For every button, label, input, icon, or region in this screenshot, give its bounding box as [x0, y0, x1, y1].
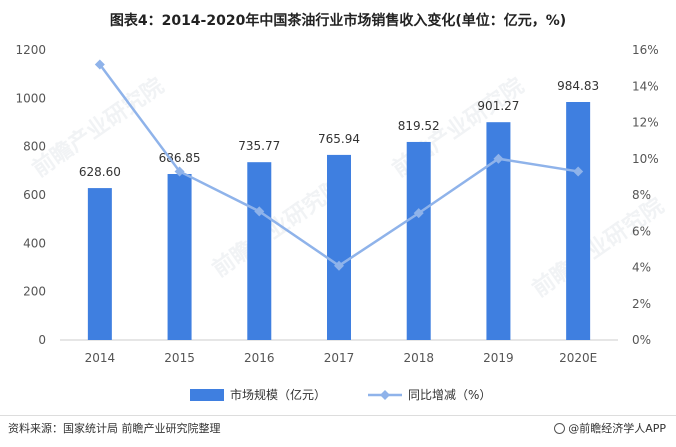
growth-point: [174, 166, 185, 177]
left-tick-label: 600: [23, 188, 46, 202]
bar-data-label: 735.77: [238, 139, 280, 153]
right-tick-label: 2%: [632, 297, 651, 311]
bar-data-label: 628.60: [79, 165, 121, 179]
growth-point: [493, 153, 504, 164]
left-tick-label: 200: [23, 285, 46, 299]
legend: 市场规模（亿元） 同比增减（%）: [190, 387, 491, 402]
right-tick-label: 8%: [632, 188, 651, 202]
left-tick-label: 1000: [15, 91, 46, 105]
bar-data-label: 901.27: [477, 99, 519, 113]
left-tick-label: 1200: [15, 43, 46, 57]
left-tick-label: 400: [23, 236, 46, 250]
growth-point: [94, 59, 105, 70]
bar-2018: [406, 141, 431, 340]
bar-2020E: [566, 101, 591, 340]
x-tick-label: 2017: [324, 351, 355, 365]
bar-2015: [167, 174, 192, 340]
right-tick-label: 6%: [632, 224, 651, 238]
right-tick-label: 4%: [632, 261, 651, 275]
bar-2016: [247, 162, 272, 340]
bar-data-label: 819.52: [398, 119, 440, 133]
right-tick-label: 0%: [632, 333, 651, 347]
x-tick-label: 2016: [244, 351, 275, 365]
growth-point: [573, 166, 584, 177]
right-tick-label: 14%: [632, 79, 659, 93]
left-tick-label: 800: [23, 140, 46, 154]
legend-bar-swatch: [190, 389, 224, 401]
growth-point: [254, 206, 265, 217]
bar-2017: [327, 154, 351, 340]
x-tick-label: 2015: [164, 351, 195, 365]
brand-credit: @前瞻经济学人APP: [554, 420, 666, 436]
bar-data-label: 686.85: [159, 151, 201, 165]
x-axis-ticks: 2014 2015 2016 2017 2018 2019 2020E: [85, 351, 598, 365]
right-tick-label: 12%: [632, 116, 659, 130]
bar-2014: [87, 188, 112, 340]
x-tick-label: 2018: [403, 351, 434, 365]
chart-title: 图表4：2014-2020年中国茶油行业市场销售收入变化(单位：亿元，%): [109, 13, 567, 29]
right-axis-ticks: 0% 2% 4% 6% 8% 10% 12% 14% 16%: [632, 43, 659, 347]
line-series: [94, 59, 584, 271]
legend-line-label: 同比增减（%）: [408, 388, 491, 402]
x-tick-label: 2019: [483, 351, 514, 365]
x-tick-label: 2014: [85, 351, 116, 365]
right-tick-label: 10%: [632, 152, 659, 166]
bar-data-label: 984.83: [557, 79, 599, 93]
right-tick-label: 16%: [632, 43, 659, 57]
bar-data-labels: 628.60 686.85 735.77 765.94 819.52 901.27 984.…: [79, 79, 599, 179]
brand-text: @前瞻经济学人APP: [568, 422, 666, 435]
growth-point: [334, 260, 344, 271]
x-tick-label: 2020E: [559, 351, 597, 365]
left-axis-ticks: 0 200 400 600 800 1000 1200: [15, 43, 46, 347]
legend-bar-label: 市场规模（亿元）: [230, 387, 326, 402]
source-note: 资料来源：国家统计局 前瞻产业研究院整理: [8, 422, 221, 435]
brand-logo-icon: [554, 423, 566, 434]
bar-data-label: 765.94: [318, 132, 360, 146]
growth-point: [413, 208, 424, 219]
legend-line-marker: [380, 390, 390, 400]
footer-divider: [0, 415, 676, 416]
left-tick-label: 0: [38, 333, 46, 347]
